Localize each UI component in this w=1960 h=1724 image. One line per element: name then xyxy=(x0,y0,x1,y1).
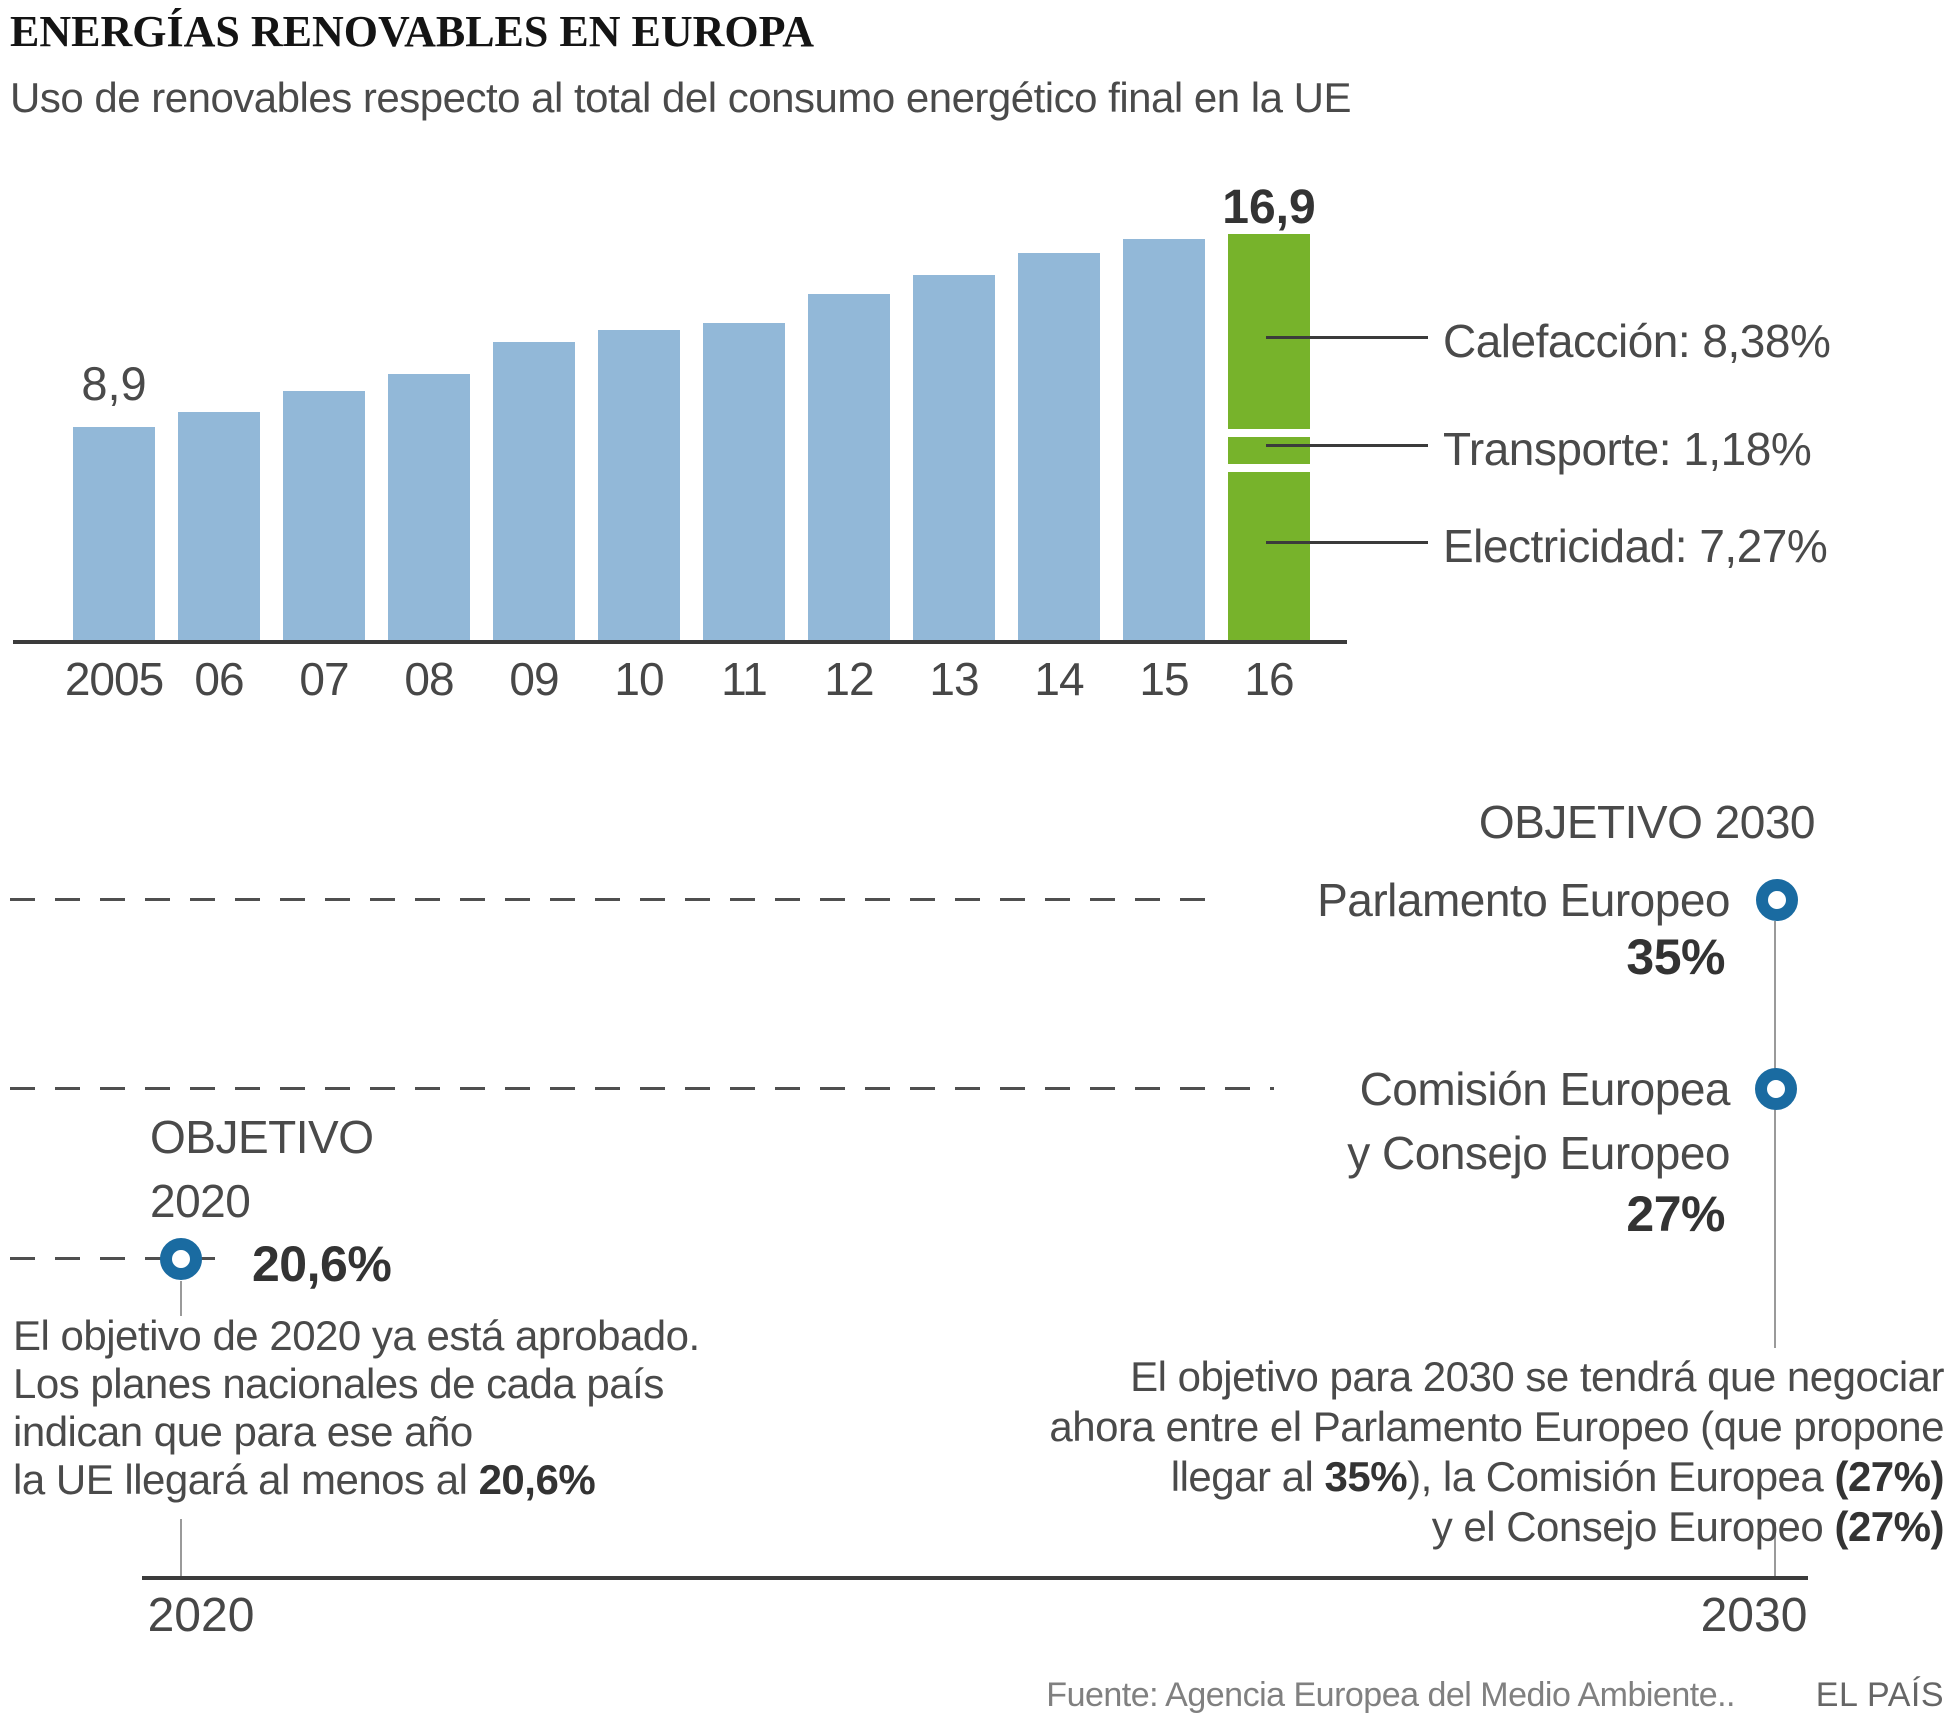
note-2030-bold-35: 35% xyxy=(1324,1453,1408,1500)
callout-label-calefaccion: Calefacción: 8,38% xyxy=(1443,315,1831,367)
objetivo-2020-marker-icon xyxy=(160,1238,202,1280)
bar-segment-calefacción xyxy=(1228,234,1310,429)
bar-16 xyxy=(1228,234,1310,642)
bar-10 xyxy=(598,330,680,642)
x-label-13: 13 xyxy=(929,653,979,705)
note-2030-line3: llegar al 35%), la Comisión Europea (27%… xyxy=(1170,1453,1945,1500)
bar-12 xyxy=(808,294,890,642)
x-label-16: 16 xyxy=(1244,653,1294,705)
note-2020-line4: la UE llegará al menos al 20,6% xyxy=(13,1456,596,1503)
publisher-credit: EL PAÍS xyxy=(1815,1676,1944,1714)
vline-2020-upper xyxy=(180,1281,182,1316)
timeline-label-2030: 2030 xyxy=(1700,1589,1808,1642)
page-subtitle: Uso de renovables respecto al total del … xyxy=(10,74,1351,121)
x-label-11: 11 xyxy=(721,653,768,705)
note-2030-line4: y el Consejo Europeo (27%) xyxy=(1431,1503,1945,1550)
bar-segment-transporte xyxy=(1228,437,1310,464)
bar-13 xyxy=(913,275,995,642)
dashed-line-2020 xyxy=(10,1257,230,1260)
note-2020-bold-pct: 20,6% xyxy=(478,1456,596,1503)
objetivo-2030-heading: OBJETIVO 2030 xyxy=(1478,796,1816,848)
note-2030-bold-27a: (27%) xyxy=(1834,1453,1944,1500)
comision-marker-icon xyxy=(1755,1068,1797,1110)
bar-09 xyxy=(493,342,575,642)
callout-label-electricidad: Electricidad: 7,27% xyxy=(1443,520,1828,572)
note-2020-line2: Los planes nacionales de cada país xyxy=(13,1360,664,1407)
note-2020: El objetivo de 2020 ya está aprobado. Lo… xyxy=(13,1312,700,1504)
parlamento-marker-icon xyxy=(1756,879,1798,921)
vline-2020-lower xyxy=(180,1519,182,1578)
callout-label-transporte: Transporte: 1,18% xyxy=(1443,423,1812,475)
x-label-08: 08 xyxy=(404,653,454,705)
x-label-12: 12 xyxy=(824,653,874,705)
bar-segment-electricidad xyxy=(1228,472,1310,641)
objetivo-2020-heading-line2: 2020 xyxy=(150,1175,251,1227)
comision-pct: 27% xyxy=(1626,1186,1725,1242)
x-label-10: 10 xyxy=(614,653,664,705)
note-2030-line1: El objetivo para 2030 se tendrá que nego… xyxy=(1130,1353,1944,1400)
vline-2030-lower xyxy=(1774,1522,1776,1578)
vline-2030-upper xyxy=(1774,921,1776,1348)
x-label-06: 06 xyxy=(194,653,244,705)
dashed-line-parlamento xyxy=(10,898,1215,901)
page-title: ENERGÍAS RENOVABLES EN EUROPA xyxy=(10,7,814,56)
parlamento-pct: 35% xyxy=(1626,929,1725,985)
timeline-label-2020: 2020 xyxy=(147,1589,255,1642)
bar-15 xyxy=(1123,239,1205,642)
callout-line-calefaccion xyxy=(1266,336,1428,339)
bar-11 xyxy=(703,323,785,642)
x-label-14: 14 xyxy=(1034,653,1084,705)
bar-2005 xyxy=(73,427,155,642)
bar-08 xyxy=(388,374,470,642)
x-label-2005: 2005 xyxy=(64,653,164,705)
consejo-label: y Consejo Europeo xyxy=(1347,1127,1730,1179)
note-2030-bold-27b: (27%) xyxy=(1834,1503,1944,1550)
x-label-07: 07 xyxy=(299,653,349,705)
first-bar-value-label: 8,9 xyxy=(81,357,147,410)
dashed-line-comision xyxy=(10,1087,1274,1090)
bar-07 xyxy=(283,391,365,642)
callout-line-transporte xyxy=(1266,444,1428,447)
last-bar-value-label: 16,9 xyxy=(1222,181,1316,234)
x-label-15: 15 xyxy=(1139,653,1189,705)
timeline-axis xyxy=(142,1576,1808,1580)
note-2020-line1: El objetivo de 2020 ya está aprobado. xyxy=(13,1312,700,1359)
note-2030-line2: ahora entre el Parlamento Europeo (que p… xyxy=(1049,1403,1944,1450)
bar-14 xyxy=(1018,253,1100,642)
x-axis-line xyxy=(13,640,1347,644)
objetivo-2020-heading: OBJETIVO 2020 xyxy=(150,1105,374,1233)
bar-06 xyxy=(178,412,260,642)
objetivo-2020-pct: 20,6% xyxy=(252,1236,392,1292)
source-credit: Fuente: Agencia Europea del Medio Ambien… xyxy=(1046,1676,1735,1714)
x-label-09: 09 xyxy=(509,653,559,705)
note-2020-line3: indican que para ese año xyxy=(13,1408,473,1455)
callout-line-electricidad xyxy=(1266,541,1428,544)
parlamento-label: Parlamento Europeo xyxy=(1317,874,1730,926)
comision-label: Comisión Europea xyxy=(1359,1063,1731,1115)
objetivo-2020-heading-line1: OBJETIVO xyxy=(150,1111,374,1163)
note-2030: El objetivo para 2030 se tendrá que nego… xyxy=(1049,1352,1944,1552)
